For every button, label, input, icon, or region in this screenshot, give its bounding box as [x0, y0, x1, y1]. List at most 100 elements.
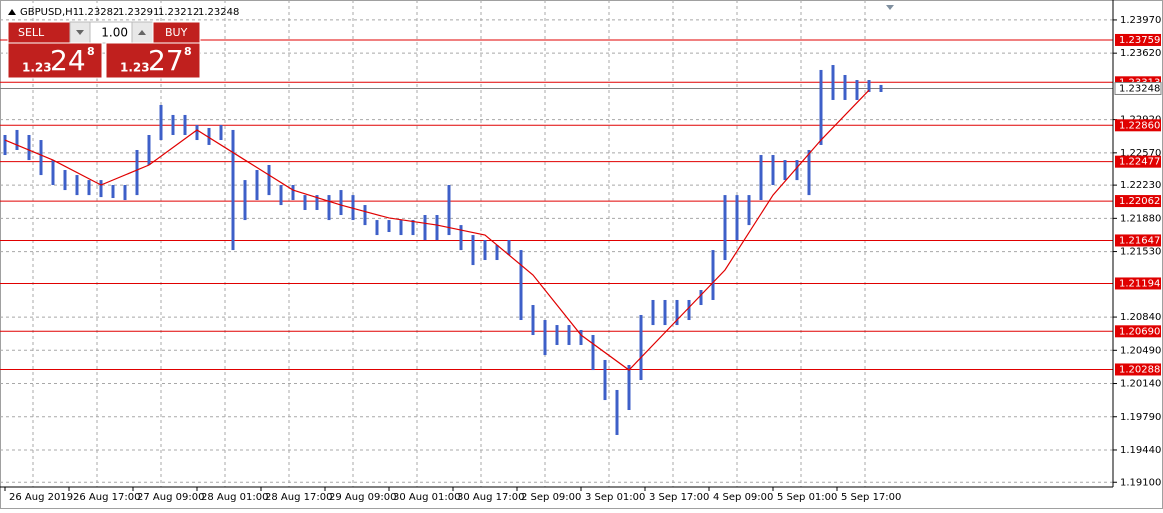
x-tick-label: 28 Aug 01:00 [201, 492, 268, 503]
price-bar [75, 175, 79, 196]
price-bar [759, 155, 763, 201]
level-label: 1.22860 [1119, 120, 1160, 131]
axes: 1.239701.236201.229201.225701.222301.218… [4, 15, 1162, 503]
collapse-icon [8, 9, 16, 15]
price-bar [267, 164, 271, 196]
x-tick-label: 29 Aug 09:00 [329, 492, 396, 503]
price-bar [459, 225, 463, 251]
price-bar [279, 185, 283, 206]
x-tick-label: 30 Aug 17:00 [457, 492, 524, 503]
level-tag [1115, 33, 1161, 46]
x-tick-label: 3 Sep 17:00 [649, 492, 709, 503]
y-tick-label: 1.23970 [1120, 15, 1161, 26]
level-label: 1.21194 [1119, 278, 1160, 289]
buy-price-pips: 27 [148, 44, 184, 77]
level-tag [1115, 277, 1161, 290]
price-bar [339, 190, 343, 216]
price-bar [543, 320, 547, 356]
price-bar [879, 84, 883, 92]
y-tick-label: 1.20140 [1120, 379, 1161, 390]
price-bar [555, 325, 559, 345]
quote-value: 1.23291 [118, 7, 159, 18]
price-bar [219, 125, 223, 141]
price-bar [195, 125, 199, 141]
price-bar [315, 195, 319, 210]
buy-price-box[interactable] [105, 42, 201, 79]
y-tick-label: 1.22230 [1120, 180, 1161, 191]
price-bar [795, 160, 799, 181]
buy-label: BUY [165, 26, 188, 39]
price-bar [567, 325, 571, 345]
price-bar [867, 80, 871, 92]
price-bar [603, 359, 607, 401]
price-bar [519, 250, 523, 321]
y-tick-label: 1.22570 [1120, 148, 1161, 159]
price-bar [303, 195, 307, 210]
price-bar [771, 155, 775, 186]
x-tick-label: 3 Sep 01:00 [585, 492, 645, 503]
price-bar [87, 180, 91, 196]
price-bar [639, 314, 643, 381]
price-bar [507, 240, 511, 255]
price-bar [111, 185, 115, 199]
price-bar [207, 127, 211, 145]
price-bar [171, 114, 175, 135]
level-label: 1.20690 [1119, 326, 1160, 337]
price-bar [375, 220, 379, 236]
level-tag [1115, 119, 1161, 132]
price-bar [747, 195, 751, 226]
price-bar [147, 134, 151, 165]
x-tick-label: 27 Aug 09:00 [137, 492, 204, 503]
x-tick-label: 4 Sep 09:00 [713, 492, 773, 503]
price-bar [159, 104, 163, 141]
price-bar [3, 134, 7, 156]
sell-price-big: 1.23 [22, 61, 52, 75]
price-bar [123, 185, 127, 201]
price-bar [699, 290, 703, 306]
price-bar [15, 129, 19, 150]
down-arrow [76, 30, 84, 35]
price-bar [135, 149, 139, 196]
price-bar [855, 80, 859, 100]
price-bar [363, 205, 367, 226]
price-bar [531, 305, 535, 336]
quote-value: 1.23282 [78, 7, 119, 18]
price-bar [447, 185, 451, 236]
x-tick-label: 26 Aug 2019 [9, 492, 73, 503]
buy-price-point: 8 [184, 45, 192, 58]
shift-marker [886, 5, 894, 10]
price-bar [183, 114, 187, 135]
level-tag [1115, 363, 1161, 376]
price-bar [471, 235, 475, 266]
x-tick-label: 5 Sep 17:00 [841, 492, 901, 503]
price-bar [387, 220, 391, 233]
price-bar [483, 240, 487, 261]
plot [0, 39, 1113, 435]
price-bar [591, 335, 595, 371]
sell-price-box[interactable] [7, 42, 103, 79]
quote-value: 1.23212 [158, 7, 199, 18]
price-label: 1.23248 [1119, 83, 1160, 94]
x-tick-label: 30 Aug 01:00 [393, 492, 460, 503]
level-label: 1.20288 [1119, 364, 1160, 375]
price-bar [327, 195, 331, 221]
price-bar [351, 195, 355, 221]
price-bar [579, 329, 583, 345]
trade-panel: SELL 1.00 BUY 1.23 24 8 1.23 27 8 [7, 21, 201, 79]
level-tag [1115, 155, 1161, 168]
price-bar [423, 215, 427, 241]
level-tag [1115, 325, 1161, 338]
y-tick-label: 1.21530 [1120, 247, 1161, 258]
up-arrow [138, 30, 146, 35]
price-bar [39, 140, 43, 176]
sell-price-point: 8 [87, 45, 95, 58]
level-tag [1115, 234, 1161, 247]
level-label: 1.21647 [1119, 235, 1160, 246]
price-bar [843, 74, 847, 100]
y-tick-label: 1.19100 [1120, 477, 1161, 488]
price-bar [663, 299, 667, 326]
quote-value: 1.23248 [198, 7, 239, 18]
y-tick-label: 1.23620 [1120, 48, 1161, 59]
